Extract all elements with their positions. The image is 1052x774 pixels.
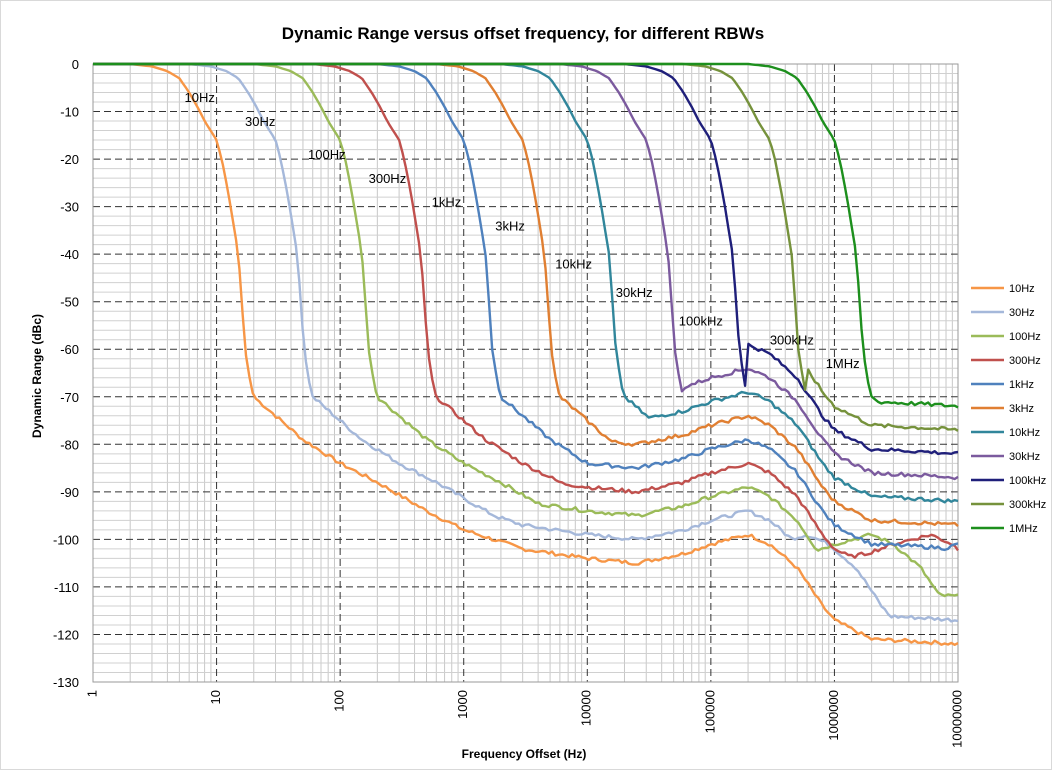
x-tick-label: 1 (84, 690, 99, 697)
legend-label-1kHz: 1kHz (1009, 379, 1034, 391)
curve-label-30Hz: 30Hz (245, 114, 275, 129)
y-tick-label: -70 (60, 390, 79, 405)
y-axis-title: Dynamic Range (dBc) (30, 314, 44, 438)
legend-label-300Hz: 300Hz (1009, 355, 1041, 367)
y-tick-label: -60 (60, 342, 79, 357)
curve-label-10kHz: 10kHz (555, 256, 592, 271)
y-tick-label: -30 (60, 200, 79, 215)
series-line-300kHz (93, 62, 959, 432)
curve-label-100Hz: 100Hz (308, 147, 346, 162)
series-line-3kHz (93, 62, 959, 527)
y-tick-label: 0 (72, 57, 79, 72)
major-gridlines (92, 63, 959, 683)
legend-label-100Hz: 100Hz (1009, 331, 1041, 343)
legend-label-300kHz: 300kHz (1009, 499, 1046, 511)
legend-label-100kHz: 100kHz (1009, 475, 1046, 487)
y-axis-ticks: 0 -10 -20 -30 -40 -50 -60 -70 -80 -90 -100 -110 -120… (53, 57, 79, 690)
legend-label-30kHz: 30kHz (1009, 451, 1040, 463)
curve-label-300Hz: 300Hz (369, 171, 407, 186)
legend-label-3kHz: 3kHz (1009, 403, 1034, 415)
x-tick-label: 1000 (455, 690, 470, 719)
y-tick-label: -10 (60, 105, 79, 120)
curve-label-1kHz: 1kHz (432, 195, 462, 210)
x-tick-label: 1000000 (826, 690, 841, 741)
x-axis-ticks: 1 10 100 1000 10000 100000 1000000 10000000 (84, 690, 964, 748)
y-tick-label: -80 (60, 437, 79, 452)
series-line-1kHz (93, 62, 959, 552)
series-line-100kHz (93, 62, 959, 456)
curve-labels: 10Hz 30Hz 100Hz 300Hz 1kHz 3kHz 10kHz 30kHz 100k… (184, 90, 859, 371)
y-tick-label: -100 (53, 532, 79, 547)
curve-label-1MHz: 1MHz (826, 356, 860, 371)
x-tick-label: 100000 (702, 690, 717, 733)
curve-label-30kHz: 30kHz (616, 285, 653, 300)
plot-area-border (92, 63, 959, 683)
legend-label-30Hz: 30Hz (1009, 307, 1035, 319)
x-tick-label: 10 (208, 690, 223, 704)
curve-label-3kHz: 3kHz (495, 218, 525, 233)
chart-title: Dynamic Range versus offset frequency, f… (282, 24, 764, 43)
minor-gridlines (93, 64, 958, 682)
y-tick-label: -20 (60, 152, 79, 167)
y-tick-label: -50 (60, 295, 79, 310)
curve-label-300kHz: 300kHz (770, 332, 814, 347)
y-tick-label: -120 (53, 627, 79, 642)
curve-label-100kHz: 100kHz (679, 313, 723, 328)
series-line-30Hz (93, 62, 959, 623)
x-tick-label: 100 (332, 690, 347, 712)
y-tick-label: -130 (53, 675, 79, 690)
curve-label-10Hz: 10Hz (184, 90, 214, 105)
legend-label-10Hz: 10Hz (1009, 283, 1035, 295)
series-line-1MHz (93, 62, 959, 409)
y-tick-label: -110 (54, 580, 79, 595)
x-tick-label: 10000 (579, 690, 594, 726)
series-line-10Hz (93, 62, 959, 646)
legend-label-1MHz: 1MHz (1009, 523, 1038, 535)
legend-label-10kHz: 10kHz (1009, 427, 1040, 439)
legend: 10Hz 30Hz 100Hz 300Hz 1kHz 3kHz 10kHz 30kHz 100k… (971, 283, 1046, 535)
y-tick-label: -90 (60, 485, 79, 500)
x-tick-label: 10000000 (949, 690, 964, 748)
y-tick-label: -40 (60, 247, 79, 262)
series-lines (93, 62, 959, 646)
x-axis-title: Frequency Offset (Hz) (462, 747, 587, 761)
